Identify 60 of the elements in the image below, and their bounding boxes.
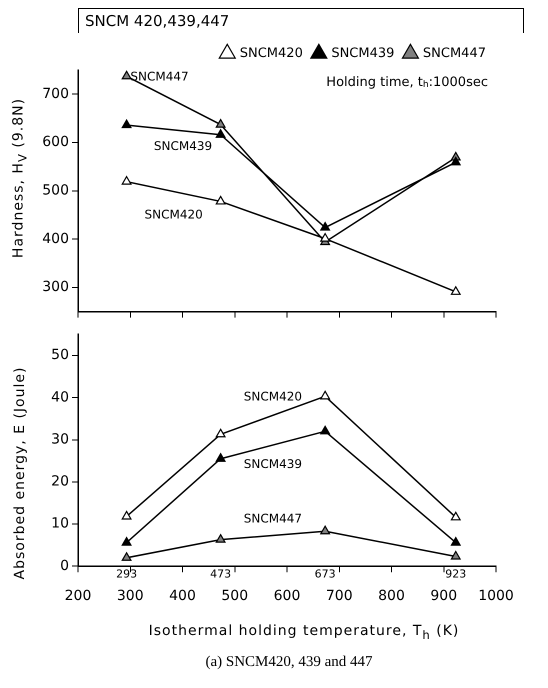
legend-label: SNCM420 — [240, 46, 303, 61]
point — [122, 70, 132, 80]
y-tick-label: 400 — [42, 230, 69, 247]
x-tick-label: 400 — [169, 588, 196, 604]
point — [216, 119, 226, 128]
y-tick-label: 0 — [60, 558, 69, 574]
x-tick-label: 300 — [116, 588, 144, 604]
x2-tick-label: 923 — [445, 568, 466, 581]
x-tick-label: 600 — [274, 588, 300, 604]
text: SNCM420 — [144, 208, 203, 222]
point — [122, 510, 132, 520]
point — [320, 390, 330, 400]
point — [216, 196, 226, 205]
point — [450, 537, 461, 546]
point — [320, 233, 330, 242]
text: SNCM447 — [130, 69, 189, 84]
y-tick-label: 40 — [51, 389, 69, 406]
point — [320, 222, 330, 231]
point — [122, 119, 132, 128]
text: (a) SNCM420, 439 and 447 — [204, 654, 374, 671]
point — [450, 286, 461, 295]
x-tick-label: 800 — [378, 588, 405, 604]
y-tick-label: 20 — [51, 474, 69, 490]
x-tick-label: 900 — [430, 588, 458, 604]
y-tick-label: 10 — [51, 516, 69, 532]
legend-label: SNCM439 — [331, 46, 394, 61]
text: SNCM439 — [154, 139, 212, 154]
y-tick-label: 50 — [51, 347, 69, 364]
point — [122, 552, 132, 561]
point — [320, 526, 330, 534]
series-label: SNCM447 — [244, 512, 302, 526]
x2-tick-label: 673 — [314, 568, 336, 581]
legend-label: SNCM447 — [422, 46, 486, 61]
series-label: SNCM439 — [244, 457, 302, 472]
chart-title: SNCM 420,439,447 — [78, 8, 524, 33]
x2-tick-label: 293 — [116, 568, 138, 581]
y-tick-label: 500 — [42, 182, 69, 198]
series-label: SNCM420 — [244, 389, 302, 404]
y-tick-label: 700 — [42, 86, 69, 102]
x-tick-label: 500 — [221, 588, 248, 604]
point — [122, 176, 132, 185]
x2-tick-label: 473 — [210, 568, 232, 581]
y-tick-label: 300 — [42, 279, 69, 296]
point — [122, 537, 132, 546]
point — [320, 426, 330, 434]
point — [216, 534, 226, 543]
x-tick-label: 700 — [326, 588, 353, 604]
annotation: Holding time, th:1000sec — [326, 74, 488, 90]
y-tick-label: 30 — [51, 431, 69, 448]
point — [216, 129, 226, 138]
point — [450, 156, 461, 166]
x-tick-label: 1000 — [478, 588, 514, 604]
point — [216, 428, 226, 438]
x-axis-title: Isothermal holding temperature, T$_{h}$ (K) — [148, 623, 460, 642]
y-axis-title: Absorbed energy, E (Joule) — [12, 366, 28, 580]
point — [450, 550, 461, 560]
x-tick-label: 200 — [64, 588, 92, 604]
point — [216, 453, 226, 462]
y-tick-label: 600 — [42, 134, 69, 150]
point — [450, 512, 461, 520]
